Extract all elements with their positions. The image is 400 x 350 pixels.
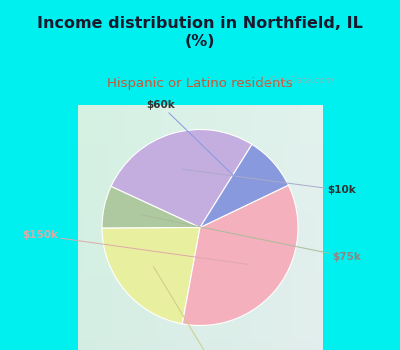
- Text: Hispanic or Latino residents: Hispanic or Latino residents: [107, 77, 293, 91]
- Text: ⓘ City-Data.com: ⓘ City-Data.com: [261, 76, 333, 85]
- Wedge shape: [200, 145, 288, 228]
- Text: $75k: $75k: [141, 215, 361, 262]
- Text: Income distribution in Northfield, IL
(%): Income distribution in Northfield, IL (%…: [37, 16, 363, 49]
- Wedge shape: [102, 187, 200, 228]
- Text: $50k: $50k: [154, 267, 224, 350]
- Wedge shape: [182, 185, 298, 326]
- Wedge shape: [111, 130, 252, 228]
- Wedge shape: [102, 228, 200, 324]
- Text: $60k: $60k: [146, 100, 245, 187]
- Text: $150k: $150k: [22, 230, 248, 264]
- Text: $10k: $10k: [183, 169, 356, 195]
